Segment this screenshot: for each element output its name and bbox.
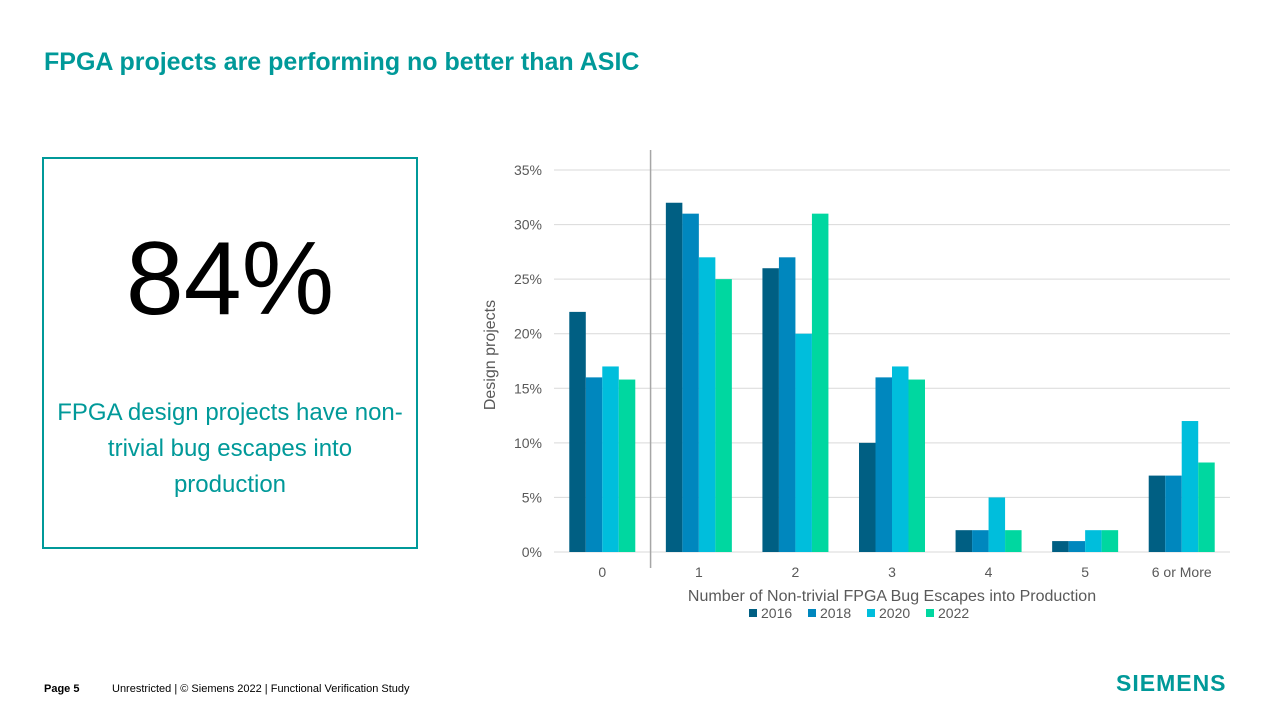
legend-label-2018: 2018: [820, 605, 851, 621]
bar-2022-2: [811, 213, 829, 552]
bar-2020-0: [602, 366, 619, 552]
x-tick-label: 4: [985, 564, 993, 580]
bar-2020-5: [1085, 530, 1102, 552]
legend-swatch-2020: [867, 609, 875, 617]
bar-2016-4: [955, 530, 973, 552]
x-tick-label: 1: [695, 564, 703, 580]
stat-caption: FPGA design projects have non-trivial bu…: [57, 399, 403, 498]
y-tick-label: 25%: [514, 271, 542, 287]
bar-2020-1: [698, 257, 716, 552]
y-tick-label: 0%: [522, 544, 542, 560]
bar-2018-2: [778, 257, 796, 552]
legend-swatch-2018: [808, 609, 816, 617]
y-tick-label: 15%: [514, 380, 542, 396]
bar-2018-6-or-more: [1165, 475, 1182, 552]
bar-2016-2: [762, 268, 779, 552]
bar-2022-3: [908, 379, 925, 552]
bar-2016-6-or-more: [1148, 475, 1166, 552]
bar-2022-6-or-more: [1198, 462, 1215, 552]
bar-2018-1: [682, 213, 699, 552]
y-tick-label: 5%: [522, 489, 542, 505]
bar-2022-4: [1005, 530, 1022, 552]
stat-callout-box: 84% FPGA design projects have non-trivia…: [42, 157, 418, 549]
bar-2022-1: [715, 279, 732, 552]
bar-2020-4: [988, 497, 1006, 552]
y-tick-label: 35%: [514, 162, 542, 178]
stat-value: 84%: [125, 221, 335, 337]
x-tick-label: 6 or More: [1152, 564, 1212, 580]
siemens-logo: SIEMENS: [1116, 670, 1227, 696]
bar-2022-0: [618, 379, 636, 552]
bar-2018-4: [972, 530, 989, 552]
x-tick-label: 0: [598, 564, 606, 580]
bar-2018-0: [585, 377, 603, 552]
bar-2016-0: [569, 311, 586, 552]
y-tick-label: 20%: [514, 326, 542, 342]
legend-label-2020: 2020: [879, 605, 910, 621]
footer-page-number: Page 5: [44, 683, 80, 695]
legend-swatch-2022: [926, 609, 934, 617]
bar-2016-1: [665, 202, 683, 552]
legend-swatch-2016: [749, 609, 757, 617]
bar-2018-3: [875, 377, 892, 552]
bar-2020-2: [795, 333, 812, 552]
legend-label-2016: 2016: [761, 605, 792, 621]
x-tick-label: 3: [888, 564, 896, 580]
bar-2020-6-or-more: [1181, 421, 1199, 552]
x-tick-label: 2: [792, 564, 800, 580]
bar-2016-3: [859, 442, 876, 552]
slide-title: FPGA projects are performing no better t…: [44, 48, 640, 76]
y-tick-label: 10%: [514, 435, 542, 451]
bar-2022-5: [1101, 530, 1119, 552]
bar-2018-5: [1068, 541, 1086, 552]
x-axis-title: Number of Non-trivial FPGA Bug Escapes i…: [688, 588, 1096, 605]
x-tick-label: 5: [1081, 564, 1089, 580]
legend-label-2022: 2022: [938, 605, 969, 621]
bar-2016-5: [1052, 541, 1069, 552]
y-tick-label: 30%: [514, 217, 542, 233]
y-axis-title: Design projects: [482, 300, 499, 410]
footer-text: Unrestricted | © Siemens 2022 | Function…: [112, 683, 410, 695]
bar-2020-3: [892, 366, 909, 552]
